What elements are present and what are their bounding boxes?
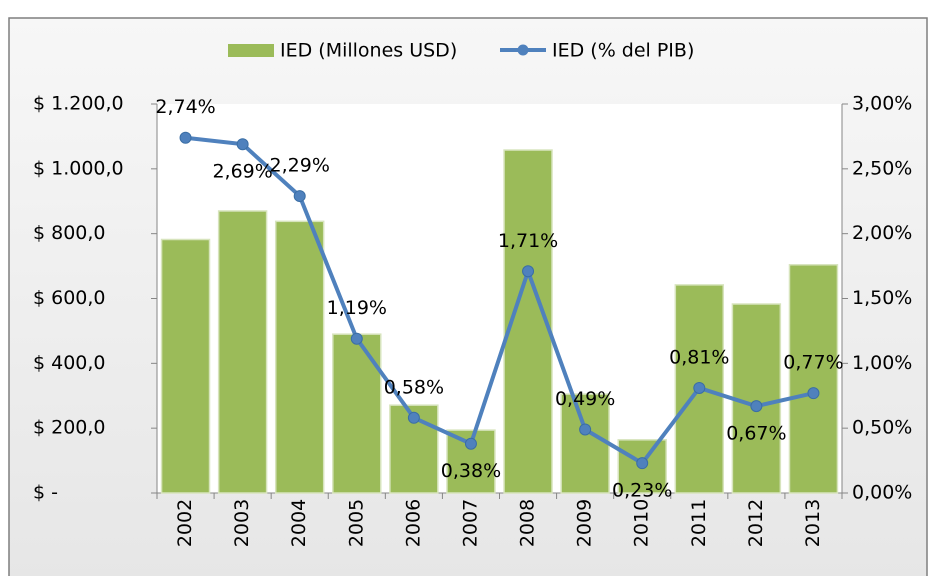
bar (731, 303, 782, 494)
legend-label: IED (Millones USD) (280, 40, 457, 62)
line (185, 135, 814, 466)
y2-tick-label: 2,00% (852, 222, 912, 244)
y2-tick-label: 0,50% (852, 417, 912, 439)
x-tick-label: 2003 (231, 499, 253, 547)
y-tick-label: $ 200,0 (33, 417, 106, 439)
data-label: 2,29% (270, 155, 330, 177)
y-tick-label: $ 600,0 (33, 287, 106, 309)
y2-tick-label: 1,00% (852, 352, 912, 374)
x-tick-label: 2008 (517, 499, 539, 547)
y-tick-label: $ 400,0 (33, 352, 106, 374)
bar (274, 220, 325, 494)
data-label: 1,19% (327, 297, 387, 319)
y-tick-label: $ 1.200,0 (33, 93, 124, 115)
data-label: 2,74% (155, 96, 215, 118)
x-tick-label: 2013 (802, 499, 824, 547)
legend-label: IED (% del PIB) (552, 40, 694, 62)
x-tick-label: 2004 (288, 499, 310, 547)
data-label: 0,77% (783, 352, 843, 374)
bar (560, 393, 610, 494)
y-tick-label: $ 800,0 (33, 222, 106, 244)
y2-tick-label: 0,00% (852, 482, 912, 504)
x-tick-label: 2012 (745, 499, 767, 547)
legend-swatch (228, 44, 274, 57)
line-point (236, 138, 249, 151)
data-label: 0,81% (669, 346, 729, 368)
x-tick-label: 2009 (574, 499, 596, 547)
y2-tick-label: 1,50% (852, 287, 912, 309)
line-point (807, 387, 820, 400)
y2-tick-label: 3,00% (852, 93, 912, 115)
bar (160, 238, 211, 494)
x-tick-label: 2011 (688, 499, 710, 547)
data-label: 0,67% (726, 423, 786, 445)
line-point (407, 411, 420, 424)
y-tick-label: $ - (33, 482, 58, 504)
line-point (579, 423, 592, 436)
data-label: 0,23% (612, 480, 672, 502)
y2-tick-label: 2,50% (852, 157, 912, 179)
data-label: 0,38% (441, 460, 501, 482)
bar (332, 333, 382, 494)
line-point (179, 131, 192, 144)
x-tick-label: 2010 (631, 499, 653, 547)
data-label: 0,49% (555, 388, 615, 410)
line-point (350, 332, 363, 345)
data-label: 1,71% (498, 230, 558, 252)
bar (446, 429, 496, 494)
line-point (464, 437, 477, 450)
x-tick-label: 2006 (402, 499, 424, 547)
bar (788, 264, 839, 494)
line-point (693, 381, 706, 394)
x-tick-label: 2005 (345, 499, 367, 547)
data-label: 0,58% (384, 376, 444, 398)
line-point (293, 190, 306, 203)
bar (217, 210, 268, 494)
x-tick-label: 2002 (174, 499, 196, 547)
legend-marker (517, 44, 529, 56)
line-point (750, 400, 763, 413)
line-point (636, 457, 649, 470)
x-tick-label: 2007 (459, 499, 481, 547)
data-label: 2,69% (212, 161, 272, 183)
y-tick-label: $ 1.000,0 (33, 157, 124, 179)
line-point (522, 265, 535, 278)
